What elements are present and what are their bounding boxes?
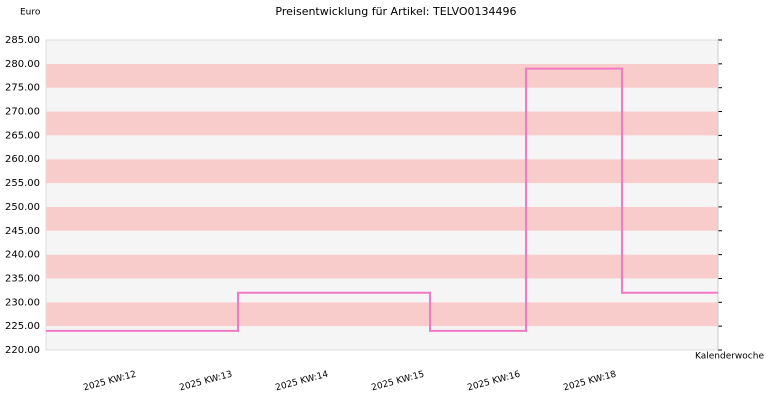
x-tick-label: 2025 KW:15 — [370, 370, 425, 394]
band — [46, 206, 718, 231]
y-tick-label: 245.00 — [5, 226, 40, 237]
band — [46, 63, 718, 88]
y-tick-label: 260.00 — [5, 154, 40, 165]
y-tick-label: 270.00 — [5, 107, 40, 118]
y-tick-label: 230.00 — [5, 297, 40, 308]
y-tick-label: 225.00 — [5, 321, 40, 332]
band — [46, 111, 718, 136]
y-tick-label: 285.00 — [5, 35, 40, 46]
x-axis-label: Kalenderwoche — [695, 352, 764, 362]
band — [46, 183, 718, 207]
y-tick-label: 280.00 — [5, 59, 40, 70]
y-tick-label: 255.00 — [5, 178, 40, 189]
band — [46, 87, 718, 112]
y-tick-label: 250.00 — [5, 202, 40, 213]
y-tick-label: 240.00 — [5, 250, 40, 261]
y-tick-label: 265.00 — [5, 130, 40, 141]
x-tick-label: 2025 KW:12 — [82, 370, 137, 394]
band — [46, 302, 718, 327]
band — [46, 254, 718, 279]
band — [46, 159, 718, 184]
band — [46, 326, 718, 350]
x-tick-label: 2025 KW:16 — [466, 370, 521, 394]
x-tick-label: 2025 KW:18 — [562, 370, 617, 394]
chart-title: Preisentwicklung für Artikel: TELVO01344… — [275, 5, 516, 18]
x-tick-label: 2025 KW:13 — [178, 370, 233, 394]
y-tick-label: 235.00 — [5, 273, 40, 284]
y-axis-label: Euro — [20, 8, 41, 18]
y-tick-label: 275.00 — [5, 83, 40, 94]
band — [46, 278, 718, 303]
band — [46, 40, 718, 64]
price-line — [46, 67, 718, 332]
y-tick-label: 220.00 — [5, 345, 40, 356]
band — [46, 230, 718, 255]
band — [46, 135, 718, 160]
x-tick-label: 2025 KW:14 — [274, 370, 329, 394]
